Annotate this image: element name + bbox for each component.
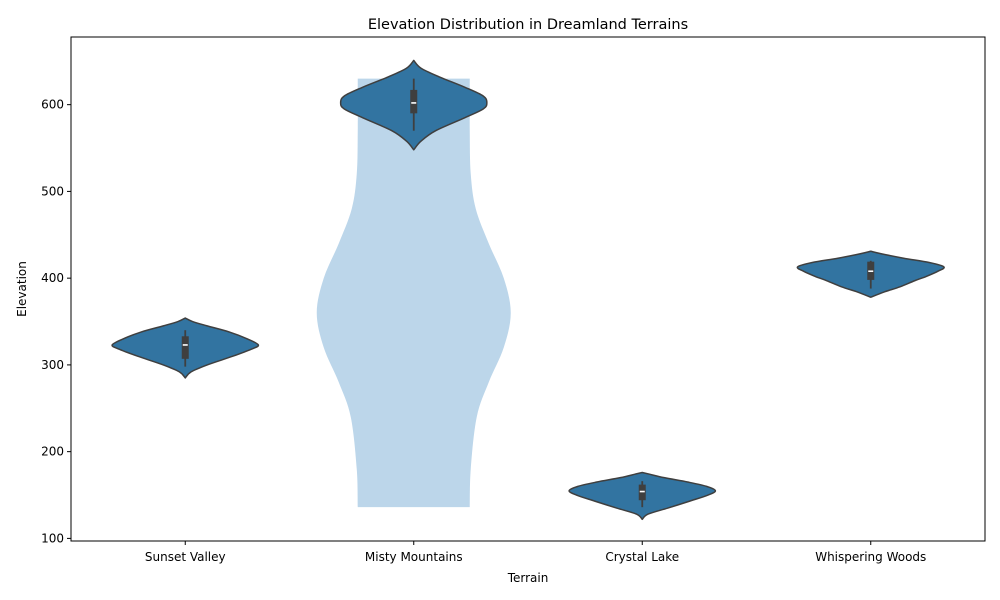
x-tick-label-sunset-valley: Sunset Valley: [145, 550, 226, 564]
x-axis-label: Terrain: [507, 571, 549, 585]
y-tick-label-200: 200: [41, 445, 64, 459]
chart-title: Elevation Distribution in Dreamland Terr…: [368, 17, 688, 33]
y-tick-label-500: 500: [41, 184, 64, 198]
y-tick-label-600: 600: [41, 98, 64, 112]
x-tick-label-whispering-woods: Whispering Woods: [815, 550, 926, 564]
iqr-box-crystal-lake: [638, 484, 646, 501]
background-violin-layer: [316, 78, 511, 508]
y-tick-label-400: 400: [41, 271, 64, 285]
x-tick-label-misty-mountains: Misty Mountains: [365, 550, 463, 564]
plot-area: [71, 37, 985, 541]
y-axis: 100 200 300 400 500 600: [41, 98, 71, 545]
violin-layer: [111, 59, 945, 521]
y-tick-label-300: 300: [41, 358, 64, 372]
y-tick-label-100: 100: [41, 531, 64, 545]
violin-group-sunset-valley: [111, 317, 260, 379]
iqr-box-misty-mountains: [410, 89, 418, 114]
violin-group-misty-mountains: [339, 59, 488, 151]
x-axis: Sunset Valley Misty Mountains Crystal Lake…: [145, 541, 926, 564]
violin-group-whispering-woods: [796, 250, 945, 298]
iqr-box-sunset-valley: [181, 336, 189, 359]
background-violin-misty-mountains: [316, 78, 511, 508]
x-tick-label-crystal-lake: Crystal Lake: [605, 550, 679, 564]
plot-frame: [70, 36, 986, 542]
violin-group-crystal-lake: [568, 471, 717, 521]
y-axis-label: Elevation: [15, 261, 29, 317]
